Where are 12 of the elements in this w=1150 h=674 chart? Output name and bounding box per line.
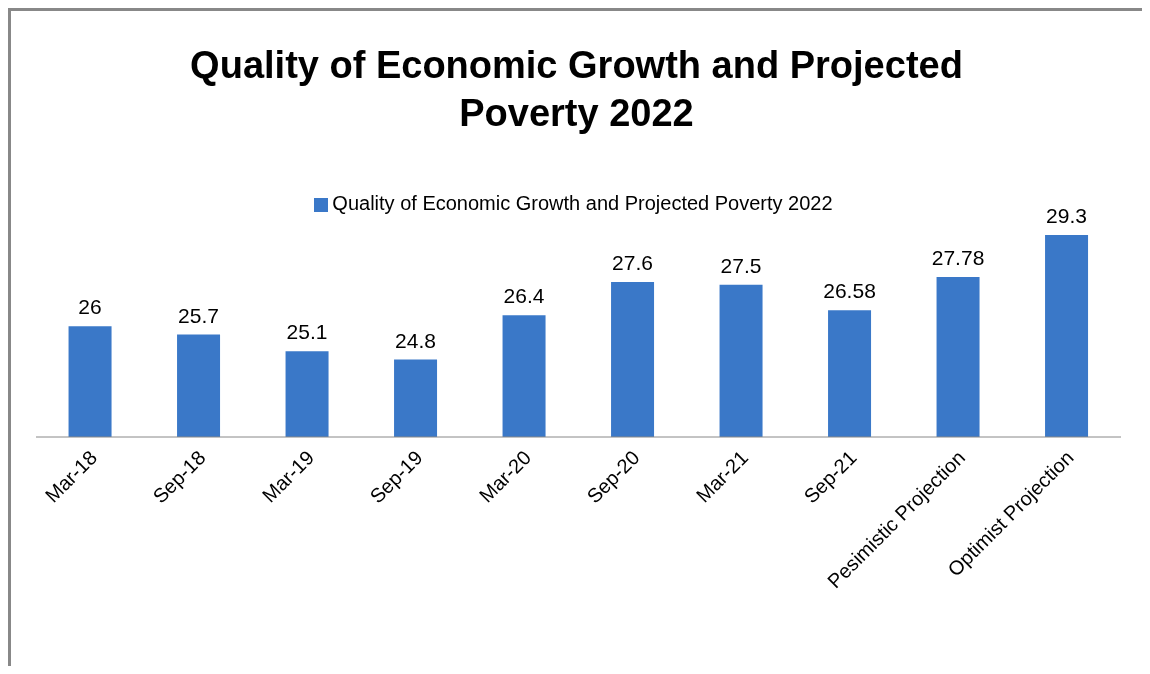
data-label: 24.8 bbox=[395, 328, 436, 352]
data-label: 25.1 bbox=[286, 320, 328, 344]
data-label: 29.3 bbox=[1046, 204, 1087, 227]
chart-title: Quality of Economic Growth and Projected Poverty 2022 bbox=[189, 43, 964, 136]
data-label: 25.7 bbox=[178, 303, 219, 327]
data-label: 27.78 bbox=[931, 246, 985, 270]
data-label: 27.6 bbox=[612, 251, 653, 275]
data-label: 26 bbox=[78, 295, 102, 319]
data-label: 26.4 bbox=[503, 284, 545, 308]
data-label: 26.58 bbox=[823, 279, 876, 303]
legend-label: Quality of Economic Growth and Projected Poverty 2022 bbox=[332, 192, 833, 214]
data-label: 27.5 bbox=[720, 253, 762, 277]
